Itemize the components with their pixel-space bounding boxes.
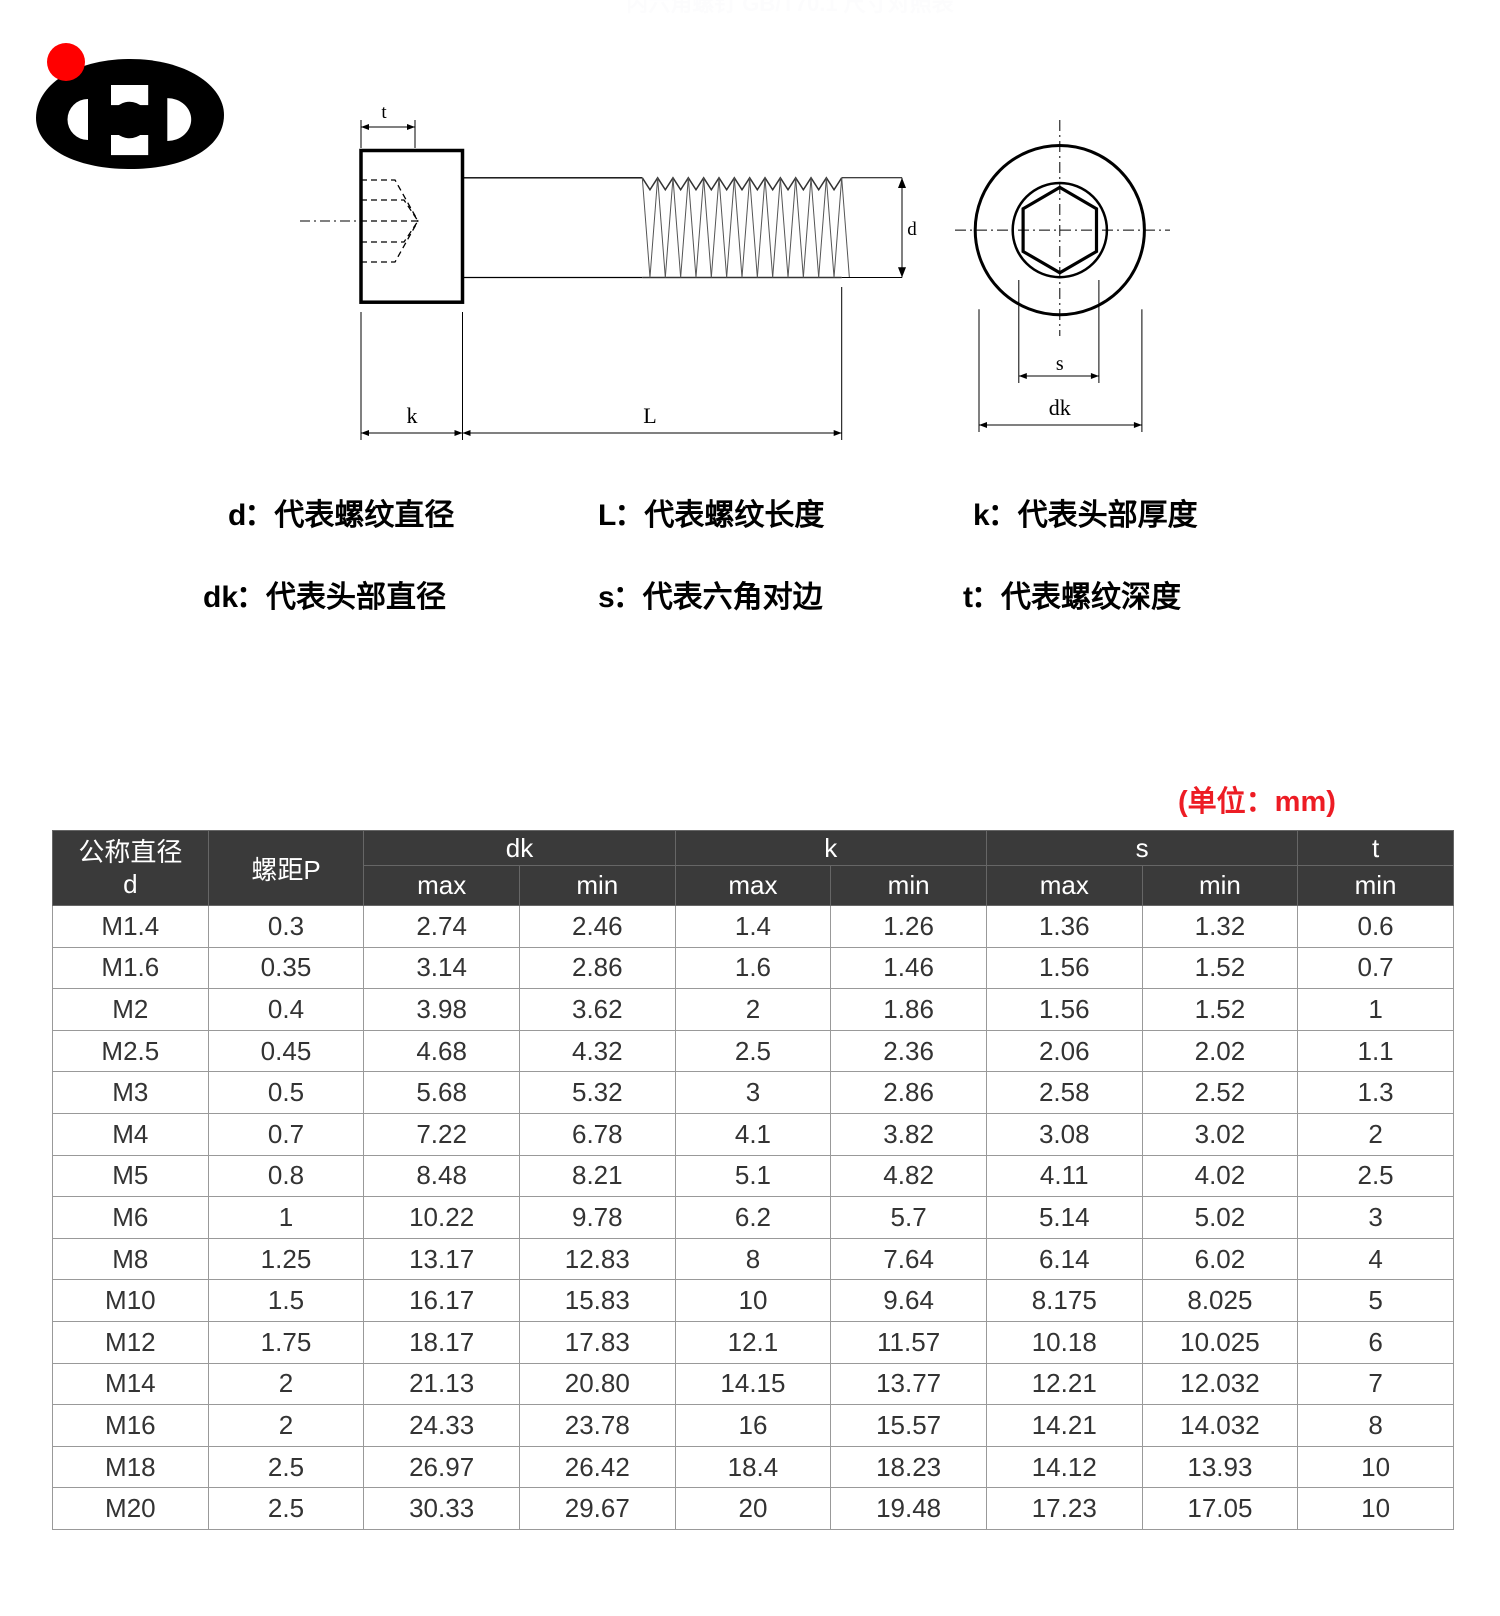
svg-text:dk: dk (1049, 395, 1071, 420)
svg-text:L: L (643, 403, 656, 428)
svg-text:k: k (407, 403, 418, 428)
svg-text:s: s (1056, 353, 1064, 375)
svg-text:d: d (907, 219, 917, 240)
svg-text:t: t (381, 102, 387, 123)
